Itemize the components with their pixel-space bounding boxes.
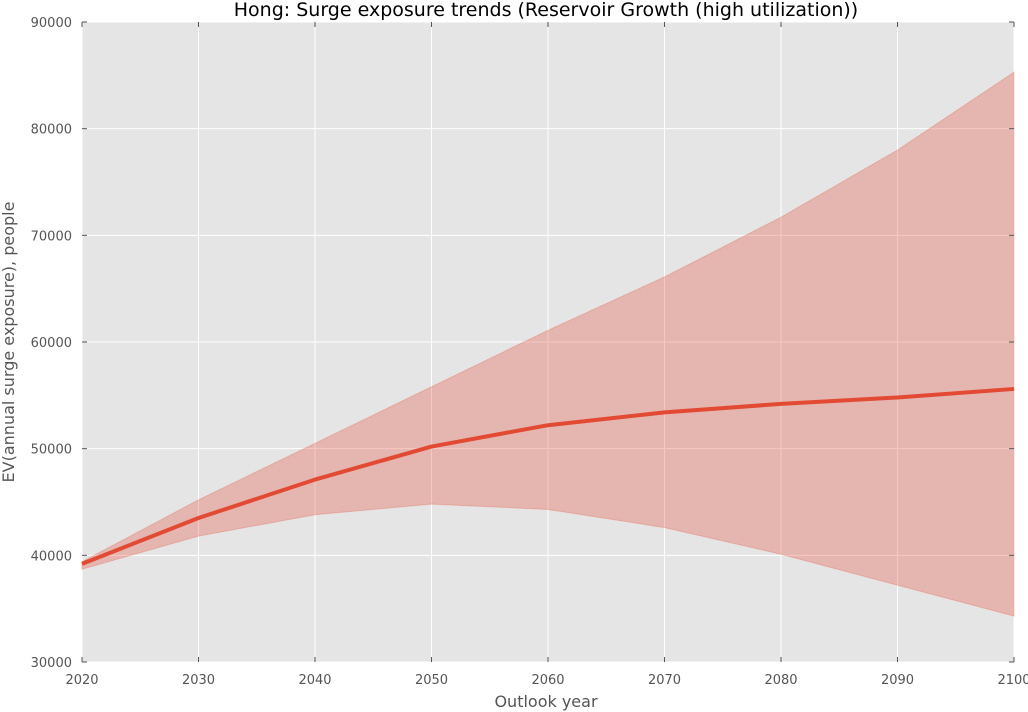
- x-tick-label: 2040: [298, 673, 331, 688]
- chart-title: Hong: Surge exposure trends (Reservoir G…: [234, 0, 858, 21]
- x-tick-label: 2060: [531, 673, 564, 688]
- x-tick-label: 2090: [881, 673, 914, 688]
- x-axis-label: Outlook year: [494, 692, 598, 711]
- x-tick-label: 2020: [65, 673, 98, 688]
- y-tick-label: 70000: [31, 229, 72, 244]
- x-tick-label: 2080: [764, 673, 797, 688]
- x-tick-label: 2050: [415, 673, 448, 688]
- y-tick-label: 40000: [31, 549, 72, 564]
- y-tick-labels: 30000 40000 50000 60000 70000 80000 90000: [31, 16, 72, 671]
- y-tick-label: 50000: [31, 443, 72, 458]
- y-tick-label: 80000: [31, 123, 72, 138]
- y-tick-label: 30000: [31, 656, 72, 671]
- y-tick-label: 90000: [31, 16, 72, 31]
- axis-ticks: [81, 21, 1015, 663]
- x-tick-labels: 2020 2030 2040 2050 2060 2070 2080 2090 2100: [65, 673, 1028, 688]
- x-tick-label: 2030: [182, 673, 215, 688]
- x-tick-label: 2100: [997, 673, 1028, 688]
- x-tick-label: 2070: [648, 673, 681, 688]
- y-tick-label: 60000: [31, 336, 72, 351]
- series-line: [81, 386, 1015, 566]
- y-axis-label: EV(annual surge exposure), people: [0, 202, 18, 483]
